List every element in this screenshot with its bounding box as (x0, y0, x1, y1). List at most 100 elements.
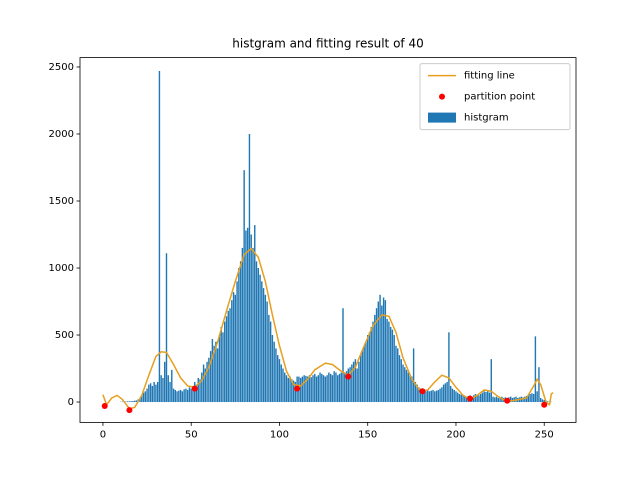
x-tick-label: 50 (185, 429, 198, 440)
histogram-bar (130, 401, 132, 403)
histogram-bar (509, 396, 512, 403)
histogram-bar (361, 351, 364, 403)
histogram-bar (218, 335, 221, 403)
histogram-bar (547, 401, 549, 403)
histogram-bar (427, 389, 429, 403)
histogram-bar (259, 274, 261, 403)
histogram-bar (487, 391, 489, 403)
histogram-bar (250, 234, 252, 403)
histogram-bar (195, 384, 198, 403)
histogram-bar (169, 381, 171, 403)
partition-point (345, 373, 352, 380)
histogram-bar (421, 389, 424, 403)
histogram-bar (201, 372, 203, 403)
histogram-bar (165, 253, 168, 403)
histogram-bar (216, 348, 219, 403)
histogram-bar (457, 392, 459, 403)
histogram-bar (458, 393, 461, 403)
legend-label: fitting line (464, 71, 515, 82)
x-tick-label: 150 (358, 429, 377, 440)
histogram-bar (532, 393, 535, 403)
x-tick-label: 250 (535, 429, 554, 440)
y-tick-label: 1500 (49, 196, 74, 207)
histogram-bar (539, 398, 542, 403)
histogram-bar (255, 261, 258, 403)
histogram-bar (543, 400, 545, 403)
histogram-bar (412, 348, 415, 403)
histogram-bar (301, 376, 304, 403)
histogram-bar (538, 367, 540, 403)
histogram-bar (178, 390, 180, 403)
histogram-bar (149, 383, 152, 403)
histogram-bar (252, 247, 254, 403)
histogram-bar (188, 387, 191, 403)
histogram-bar (460, 394, 462, 403)
histogram-bar (434, 391, 436, 403)
partition-point (191, 385, 198, 392)
histogram-bar (435, 390, 438, 403)
legend-swatch (428, 112, 456, 123)
histogram-bar (268, 314, 270, 403)
histogram-bar (155, 384, 157, 403)
histogram-bar (314, 373, 316, 403)
histogram-bar (153, 381, 155, 403)
histogram-bar (172, 388, 175, 403)
histogram-bar (289, 376, 291, 403)
histogram-bar (125, 401, 127, 403)
histogram-bar (271, 335, 274, 403)
histogram-bar (194, 381, 196, 403)
histogram-bar (391, 329, 394, 403)
histogram-bar (414, 381, 417, 403)
histogram-bar (402, 364, 404, 403)
histogram-bar (374, 314, 376, 403)
histogram-bar (174, 389, 177, 403)
histogram-bar (215, 341, 217, 403)
histogram-bar (275, 348, 277, 403)
histogram-bar (305, 375, 307, 403)
histogram-bar (211, 339, 214, 403)
histogram-bar (134, 400, 136, 403)
histogram-bar (278, 359, 281, 403)
histogram-bar (151, 385, 154, 403)
histogram-bar (287, 377, 289, 403)
histogram-bar (453, 389, 455, 403)
histogram-bar (280, 364, 282, 403)
y-tick-label: 500 (55, 330, 74, 341)
histogram-bar (405, 369, 408, 403)
histogram-bar (160, 375, 162, 403)
histogram-bar (367, 335, 369, 403)
histogram-bar (354, 359, 357, 403)
histogram-bar (393, 335, 395, 403)
histogram-bar (171, 369, 173, 403)
histogram-bar (536, 391, 538, 403)
histogram-bar (266, 301, 268, 403)
histogram-bar (344, 372, 346, 403)
partition-point (467, 395, 474, 402)
histogram-bar (167, 375, 169, 403)
histogram-bar (437, 389, 440, 403)
histogram-bar (455, 391, 457, 403)
histogram-bar (276, 355, 279, 403)
histogram-bar (202, 364, 205, 403)
histogram-bar (400, 359, 402, 403)
histogram-bar (213, 345, 215, 403)
histogram-bar (534, 336, 537, 403)
histogram-bar (377, 301, 380, 403)
histogram-bar (208, 357, 210, 403)
histogram-bar (474, 393, 477, 403)
histogram-bar (306, 376, 309, 403)
histogram-bar (483, 391, 485, 403)
histogram-bar (248, 133, 251, 403)
histogram-bar (220, 326, 222, 403)
histogram-bar (416, 384, 418, 403)
histogram-bar (494, 397, 496, 403)
histogram-bar (142, 392, 145, 403)
histogram-bar (292, 380, 295, 403)
histogram-bar (225, 316, 228, 403)
histogram-bar (328, 372, 330, 403)
histogram-bar (204, 368, 207, 403)
histogram-bar (158, 71, 161, 403)
histogram-bar (451, 388, 454, 403)
histogram-bar (478, 395, 480, 403)
histogram-bar (312, 375, 314, 403)
